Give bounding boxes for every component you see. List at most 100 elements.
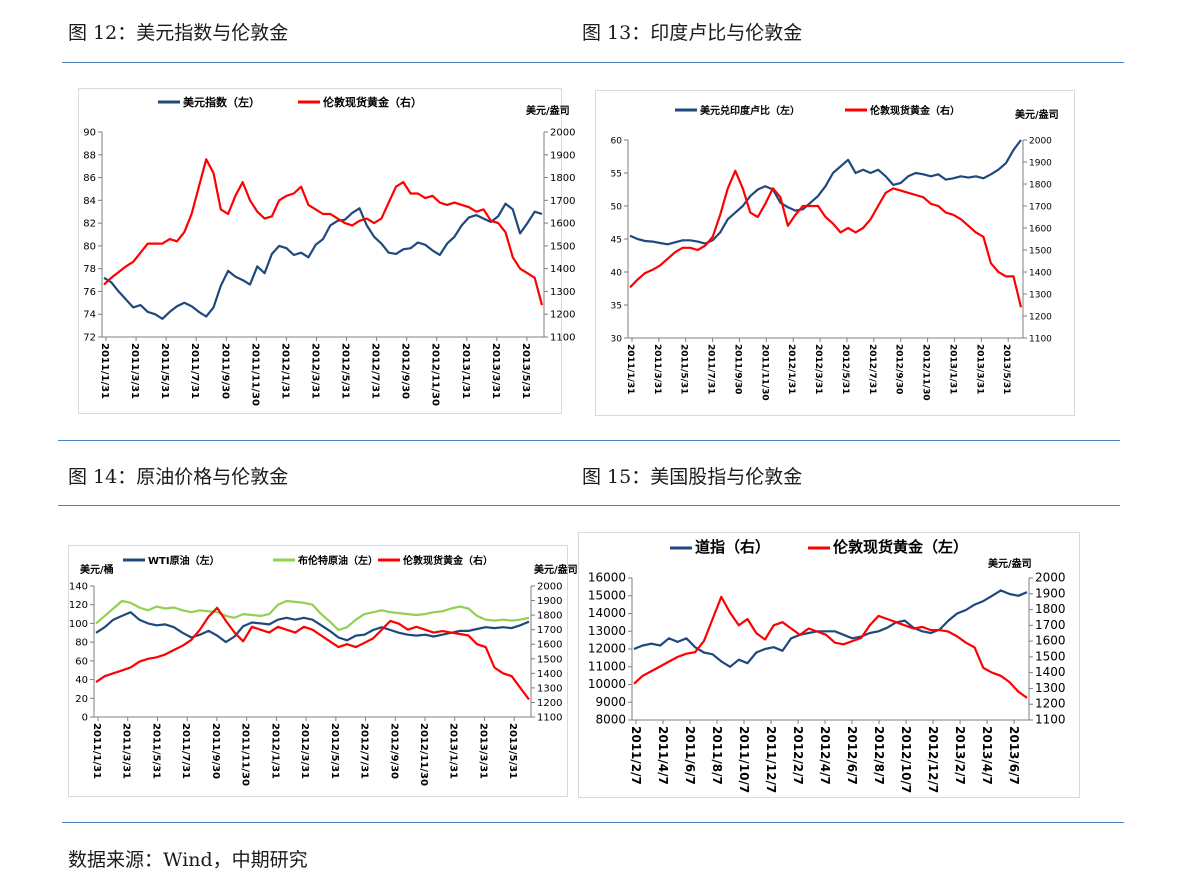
x-axis-tick-label: 2012/7/31 [370,343,381,399]
right-axis-tick-label: 1100 [1035,713,1066,727]
series-line-red [103,158,544,306]
x-axis-tick-label: 2012/2/7 [791,726,805,785]
x-axis-tick-label: 2011/7/31 [189,343,200,399]
right-axis-tick-label: 1800 [1029,181,1052,191]
left-axis-tick-label: 40 [611,269,623,279]
x-axis-tick-label: 2011/9/30 [219,343,230,399]
right-axis-tick-label: 1300 [550,287,575,298]
right-axis-tick-label: 2000 [537,582,562,593]
x-axis-tick-label: 2013/4/7 [980,726,994,785]
left-axis-tick-label: 45 [611,236,622,246]
x-axis-tick-label: 2013/2/7 [953,726,967,785]
left-axis-tick-label: 140 [69,582,88,593]
x-axis-tick-label: 2012/9/30 [400,343,411,399]
right-axis-tick-label: 1900 [550,150,575,161]
x-axis-tick-label: 2012/9/30 [894,344,904,394]
right-axis-unit-label: 美元/盎司 [526,104,570,117]
x-axis-tick-label: 2013/5/31 [507,723,518,779]
series-line-blue [633,589,1028,668]
right-axis-tick-label: 1800 [550,173,575,184]
right-axis-tick-label: 1500 [550,241,575,252]
figure-13-caption: 图 13：印度卢比与伦敦金 [582,22,803,44]
x-axis-tick-label: 2011/6/7 [683,726,697,785]
x-axis-tick-label: 2012/5/31 [340,343,351,399]
source-note: 数据来源：Wind，中期研究 [68,849,308,871]
figure-15-caption: 图 15：美国股指与伦敦金 [582,466,803,488]
left-axis-tick-label: 76 [83,287,96,298]
legend-label: 美元兑印度卢比（左） [700,104,800,117]
x-axis-tick-label: 2011/9/30 [732,344,742,394]
legend-label: 道指（右） [695,538,770,556]
left-axis-tick-label: 16000 [588,571,626,585]
chart-inr-vs-gold: 60 55 50 45 40 35 30 2000 1900 1800 1700 1600 1500 14… [595,90,1075,416]
x-axis-tick-label: 2011/7/31 [706,344,716,394]
left-axis-tick-label: 12000 [588,642,626,656]
chart-crude-oil-vs-gold: 140 120 100 80 60 40 20 0 2000 1900 1800 1700 1600 15… [68,545,578,797]
right-axis-tick-label: 1400 [550,264,575,275]
x-axis-tick-label: 2012/5/31 [329,723,340,779]
x-axis-tick-label: 2011/3/31 [121,723,132,779]
series-line-green [95,599,530,632]
left-axis-tick-label: 15000 [588,588,626,602]
series-line-blue [103,202,543,320]
right-axis-unit-label: 美元/盎司 [1015,108,1059,121]
right-axis-tick-label: 1900 [1029,159,1052,169]
left-axis-tick-label: 40 [75,675,88,686]
left-axis-tick-label: 60 [75,656,88,667]
right-axis-tick-label: 1700 [537,625,562,636]
right-axis-tick-label: 1700 [1035,618,1066,632]
left-axis-tick-label: 11000 [588,659,626,673]
left-axis-tick-label: 9000 [595,695,626,709]
x-axis-tick-label: 2013/1/31 [460,343,471,399]
x-axis-tick-label: 2013/6/7 [1007,726,1021,785]
right-axis-tick-label: 1500 [1029,247,1052,257]
left-axis-tick-label: 120 [69,600,88,611]
x-axis-tick-label: 2011/3/31 [129,343,140,399]
left-axis-tick-label: 72 [83,333,96,344]
right-axis-tick-label: 1700 [550,196,575,207]
left-axis-tick-label: 20 [75,694,88,705]
right-axis-tick-label: 1400 [1029,269,1052,279]
x-axis-tick-label: 2011/10/7 [737,726,751,793]
x-axis-tick-label: 2012/8/7 [872,726,886,785]
lower-divider [58,505,1120,506]
x-axis-tick-label: 2011/7/31 [180,723,191,779]
x-axis-tick-label: 2013/5/31 [1001,344,1011,394]
left-axis-tick-label: 55 [611,170,622,180]
left-axis-tick-label: 78 [83,264,96,275]
right-axis-tick-label: 1600 [1029,225,1052,235]
x-axis-tick-label: 2012/11/30 [418,723,429,786]
right-axis-tick-label: 1100 [550,333,575,344]
chart-frame [78,88,562,414]
legend-label: 伦敦现货黄金（左） [833,538,968,556]
x-axis-tick-label: 2013/3/31 [477,723,488,779]
x-axis-tick-label: 2011/4/7 [656,726,670,785]
left-axis-tick-label: 35 [611,302,622,312]
chart-usd-index-vs-gold: 90 88 86 84 82 80 78 76 74 72 2000 1900 1800 1700 1600… [78,88,575,414]
x-axis-tick-label: 2011/3/31 [652,344,662,394]
x-axis-tick-label: 2011/2/7 [629,726,643,785]
right-axis-tick-label: 1100 [537,713,562,724]
x-axis-tick-label: 2011/1/31 [99,343,110,399]
series-line-blue [95,611,530,644]
x-axis-tick-label: 2012/3/31 [299,723,310,779]
x-axis-tick-label: 2012/11/30 [921,344,931,401]
x-axis-tick-label: 2012/7/31 [867,344,877,394]
left-axis-tick-label: 90 [83,128,96,139]
right-axis-tick-label: 1500 [1035,649,1066,663]
left-axis-tick-label: 14000 [588,606,626,620]
x-axis-tick-label: 2012/7/31 [359,723,370,779]
series-line-red [633,595,1028,699]
right-axis-tick-label: 2000 [550,128,575,139]
left-axis-tick-label: 0 [82,713,88,724]
x-axis-tick-label: 2012/5/31 [840,344,850,394]
legend-label: 伦敦现货黄金（右） [870,104,960,117]
x-axis-tick-label: 2012/4/7 [818,726,832,785]
x-axis-tick-label: 2011/5/31 [159,343,170,399]
left-axis-tick-label: 88 [83,150,96,161]
right-axis-tick-label: 1100 [1029,335,1052,345]
x-axis-tick-label: 2011/11/30 [249,343,260,406]
right-axis-tick-label: 1300 [537,683,562,694]
left-axis-tick-label: 80 [75,638,88,649]
x-axis-tick-label: 2012/1/31 [786,344,796,394]
